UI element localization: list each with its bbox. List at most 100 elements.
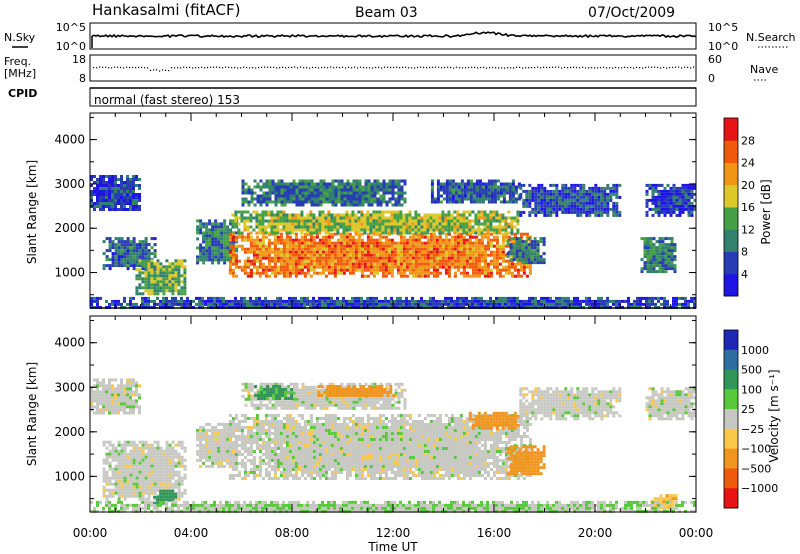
power-cell (486, 265, 490, 269)
nave-dot (279, 67, 281, 69)
power-cell (489, 210, 493, 214)
power-cell (105, 199, 108, 202)
power-cell (457, 200, 461, 204)
power-cell (285, 231, 289, 235)
power-cell (357, 222, 361, 226)
power-cell (214, 249, 218, 253)
power-cell (651, 213, 655, 217)
power-cell (330, 225, 334, 229)
power-cell (444, 256, 448, 260)
power-cell (211, 222, 215, 226)
power-cell (381, 244, 385, 248)
power-cell (150, 286, 154, 290)
power-cell (348, 232, 352, 236)
power-cell (312, 299, 315, 303)
power-cell (573, 192, 577, 196)
power-cell (666, 189, 670, 193)
power-cell (643, 267, 647, 271)
power-cell (255, 210, 259, 214)
power-cell (609, 207, 613, 211)
power-cell (384, 231, 388, 235)
power-cell (342, 271, 346, 275)
power-cell (603, 204, 607, 208)
power-cell (471, 259, 475, 263)
nave-dot (141, 66, 143, 68)
power-cell (114, 190, 117, 193)
power-cell (123, 190, 126, 193)
power-cell (672, 192, 676, 196)
power-cell (606, 213, 610, 217)
power-cell (270, 231, 274, 235)
power-cell (558, 207, 562, 211)
power-cell (660, 198, 664, 202)
power-cell (576, 189, 580, 193)
power-cell (487, 194, 491, 198)
power-cell (171, 277, 175, 281)
power-cell (391, 182, 395, 186)
power-cell (183, 283, 187, 287)
power-cell (117, 252, 121, 256)
power-cell (533, 255, 537, 259)
power-cell (511, 194, 515, 198)
nave-dot (588, 67, 590, 69)
power-cell (618, 299, 621, 303)
power-cell (198, 302, 201, 306)
power-cell (369, 238, 373, 242)
power-cell (177, 265, 181, 269)
power-cell (312, 296, 315, 300)
power-cell (366, 232, 370, 236)
power-cell (420, 219, 424, 223)
power-cell (309, 302, 312, 306)
power-cell (462, 250, 466, 254)
power-cell (105, 202, 108, 205)
power-cell (417, 271, 421, 275)
power-cell (229, 246, 233, 250)
power-cell (397, 182, 401, 186)
power-cell (609, 189, 613, 193)
power-cell (612, 192, 616, 196)
power-cell (441, 256, 445, 260)
power-cell (277, 194, 281, 198)
power-cell (285, 247, 289, 251)
power-cell (171, 286, 175, 290)
power-cell (120, 184, 123, 187)
power-cell (384, 241, 388, 245)
power-cell (375, 271, 379, 275)
power-cell (117, 243, 121, 247)
power-cell (441, 210, 445, 214)
power-cell (324, 225, 328, 229)
power-cell (183, 292, 187, 296)
power-cell (643, 240, 647, 244)
power-cell (600, 213, 604, 217)
nave-dot (201, 66, 203, 68)
power-cell (512, 237, 516, 241)
power-cell (352, 197, 356, 201)
power-cell (477, 262, 481, 266)
power-cell (349, 188, 353, 192)
power-cell (405, 296, 408, 300)
power-cell (129, 187, 132, 190)
power-cell (202, 255, 206, 259)
power-cell (576, 302, 579, 306)
power-cell (363, 219, 367, 223)
power-cell (481, 191, 485, 195)
power-cell (477, 241, 481, 245)
power-cell (120, 193, 123, 196)
power-cell (478, 188, 482, 192)
nave-dot (255, 67, 257, 69)
power-cell (300, 268, 304, 272)
power-cell (123, 184, 126, 187)
power-cell (202, 234, 206, 238)
power-cell (441, 225, 445, 229)
power-cell (93, 205, 96, 208)
power-cell (264, 265, 268, 269)
power-cell (388, 197, 392, 201)
power-cell (111, 299, 114, 303)
power-cell (498, 228, 502, 232)
power-cell (348, 235, 352, 239)
power-cell (612, 210, 616, 214)
power-cell (690, 201, 694, 205)
power-cell (483, 222, 487, 226)
power-cell (246, 256, 250, 260)
power-cell (501, 219, 505, 223)
